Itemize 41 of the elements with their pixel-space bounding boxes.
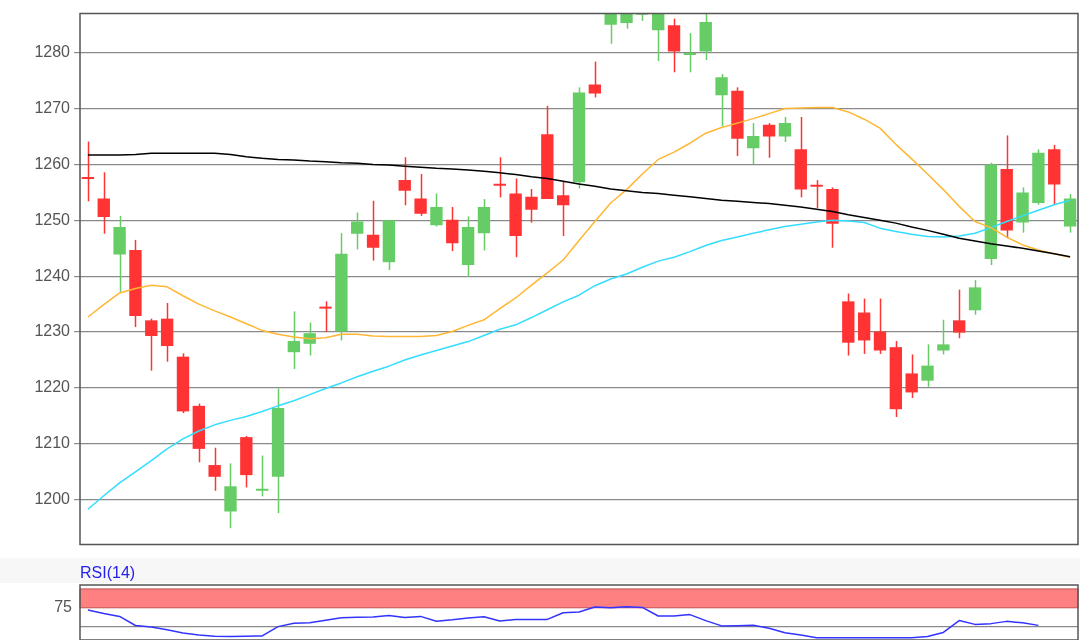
y-tick-label: 1210 xyxy=(34,434,71,452)
candlestick xyxy=(525,188,538,224)
y-tick-label: 1220 xyxy=(34,378,71,396)
candlestick xyxy=(319,300,332,333)
candlestick xyxy=(493,156,506,199)
text: 75 xyxy=(54,598,73,616)
y-tick-label: 1280 xyxy=(34,43,71,61)
y-tick-label: 1240 xyxy=(34,266,71,284)
candlestick xyxy=(398,156,411,206)
candlestick xyxy=(303,321,316,357)
candlestick xyxy=(953,288,966,339)
y-tick-label: 1230 xyxy=(34,322,71,340)
chart-title: RSI(14) xyxy=(80,564,136,582)
candlestick xyxy=(715,73,728,128)
candlestick xyxy=(937,319,950,356)
y-tick-label: 1260 xyxy=(34,154,71,172)
candlestick xyxy=(256,454,269,498)
candlestick xyxy=(873,297,887,355)
candlestick xyxy=(968,279,982,316)
candlestick xyxy=(604,12,617,45)
candlestick xyxy=(366,200,380,262)
y-tick-label: 1200 xyxy=(34,490,71,508)
candlestick xyxy=(747,122,760,165)
candlestick xyxy=(145,317,158,372)
y-tick-label: 1250 xyxy=(34,210,71,228)
candlestick xyxy=(208,446,221,492)
candlestick xyxy=(446,206,459,252)
candlestick xyxy=(556,181,570,237)
candlestick xyxy=(778,116,792,143)
candlestick xyxy=(652,12,665,62)
candlestick xyxy=(97,171,110,235)
candlestick xyxy=(683,32,697,74)
candlestick xyxy=(905,353,918,399)
y-tick-label: 1270 xyxy=(34,98,71,116)
candlestick xyxy=(430,192,443,228)
candlestick xyxy=(810,179,823,209)
candlestick xyxy=(351,211,364,251)
candlestick xyxy=(921,343,934,388)
candlestick xyxy=(762,122,776,159)
candlestick xyxy=(414,173,427,217)
candlestick xyxy=(287,310,301,370)
